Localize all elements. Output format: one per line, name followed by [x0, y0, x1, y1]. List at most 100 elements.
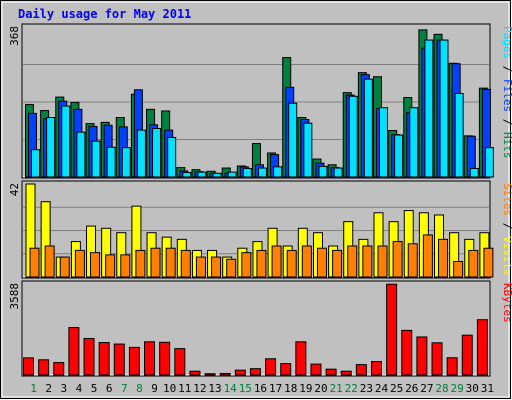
chart-title: Daily usage for May 2011: [18, 7, 191, 21]
bar-kbytes-day-8: [128, 346, 140, 376]
bar-kbytes-day-4: [68, 327, 80, 376]
y-max-label: 368: [8, 26, 21, 46]
day-labels: 1 2 3 4 5 6 7 8 9 10 11 12 13 14 15 16 17 18 19 20 21 22 23 24 2…: [30, 382, 494, 395]
bar-pages-day-31: [484, 147, 494, 178]
bar-pages-day-25: [394, 134, 404, 178]
day-label: 5: [91, 382, 98, 395]
day-label: 17: [269, 382, 282, 395]
bar-kbytes-day-23: [355, 364, 367, 376]
bar-kbytes-day-5: [83, 337, 95, 376]
bar-sites-day-26: [407, 243, 418, 278]
series-kbytes: [23, 283, 488, 376]
bar-sites-day-5: [90, 252, 101, 278]
bar-sites-day-24: [377, 245, 388, 278]
bar-sites-day-31: [483, 247, 494, 278]
bar-sites-day-27: [422, 234, 433, 278]
bar-pages-day-26: [409, 107, 419, 178]
bar-kbytes-day-15: [234, 369, 246, 376]
bar-sites-day-16: [256, 249, 267, 278]
bar-sites-day-14: [226, 258, 237, 278]
day-label: 28: [435, 382, 448, 395]
side-legend-part: KBytes: [501, 283, 512, 323]
day-label: 8: [136, 382, 143, 395]
bar-kbytes-day-29: [446, 357, 458, 376]
bar-pages-day-29: [454, 92, 464, 178]
day-label: 19: [299, 382, 312, 395]
bar-sites-day-1: [29, 247, 40, 278]
bar-pages-day-16: [257, 167, 267, 178]
panel-hits-files-pages: 368 Pages / Files / Hits: [8, 23, 512, 179]
bar-sites-day-25: [392, 241, 403, 278]
bar-pages-day-19: [303, 122, 313, 178]
bar-pages-day-8: [136, 129, 146, 178]
day-label: 10: [163, 382, 176, 395]
bar-kbytes-day-17: [265, 358, 277, 376]
side-legend-part: Hits: [501, 132, 512, 159]
day-label: 11: [178, 382, 191, 395]
bar-sites-day-3: [59, 256, 70, 278]
bar-pages-day-17: [273, 166, 283, 178]
bar-kbytes-day-18: [280, 363, 292, 376]
bar-sites-day-18: [286, 249, 297, 278]
bar-sites-day-22: [347, 245, 358, 278]
bar-kbytes-day-16: [249, 368, 261, 376]
bar-sites-day-7: [120, 254, 131, 278]
bar-pages-day-7: [121, 147, 131, 178]
bar-kbytes-day-7: [113, 343, 125, 376]
bar-kbytes-day-10: [159, 341, 171, 376]
panels-layer: 368 Pages / Files / Hits 42 Sites / Visits 3…: [8, 23, 512, 377]
day-label: 29: [451, 382, 464, 395]
bar-pages-day-4: [76, 131, 86, 178]
bar-kbytes-day-31: [476, 319, 488, 376]
bar-kbytes-day-2: [38, 359, 50, 376]
day-label: 30: [466, 382, 479, 395]
day-label: 14: [224, 382, 238, 395]
bar-pages-day-15: [242, 167, 252, 178]
bar-kbytes-day-27: [416, 336, 428, 376]
bar-pages-day-1: [31, 149, 40, 178]
bar-pages-day-5: [91, 140, 101, 178]
side-legend: Sites / Visits: [501, 183, 512, 276]
day-label: 25: [390, 382, 403, 395]
day-label: 13: [208, 382, 221, 395]
bar-kbytes-day-28: [431, 342, 443, 376]
day-label: 26: [405, 382, 418, 395]
side-legend-part: Pages: [501, 26, 512, 59]
bar-sites-day-6: [105, 254, 116, 278]
bar-pages-day-13: [212, 172, 222, 178]
day-label: 27: [420, 382, 433, 395]
day-label: 21: [329, 382, 342, 395]
bar-kbytes-day-20: [310, 363, 322, 376]
bar-kbytes-day-25: [386, 283, 398, 376]
day-label: 20: [314, 382, 327, 395]
bar-kbytes-day-12: [189, 370, 201, 376]
bar-sites-day-20: [316, 247, 327, 278]
day-label: 18: [284, 382, 297, 395]
bar-kbytes-day-24: [370, 361, 382, 376]
day-label: 1: [30, 382, 37, 395]
day-label: 16: [254, 382, 267, 395]
day-label: 4: [76, 382, 83, 395]
bar-pages-day-24: [378, 107, 388, 178]
bar-sites-day-30: [468, 249, 479, 278]
side-legend-part: /: [501, 59, 512, 79]
bar-pages-day-22: [348, 95, 358, 178]
bar-pages-day-11: [182, 172, 192, 178]
bar-sites-day-8: [135, 249, 146, 278]
bar-pages-day-12: [197, 171, 207, 178]
bar-kbytes-day-21: [325, 368, 337, 376]
bar-kbytes-day-26: [401, 329, 413, 376]
bar-pages-day-21: [333, 167, 343, 178]
day-label: 2: [45, 382, 52, 395]
side-legend-part: /: [501, 216, 512, 236]
side-legend-part: Visits: [501, 236, 512, 276]
bar-pages-day-27: [424, 39, 434, 178]
side-legend: KBytes: [501, 283, 512, 323]
bar-kbytes-day-13: [204, 373, 216, 376]
bar-kbytes-day-9: [144, 341, 156, 376]
bar-pages-day-20: [318, 165, 328, 178]
bar-kbytes-day-1: [23, 357, 34, 376]
